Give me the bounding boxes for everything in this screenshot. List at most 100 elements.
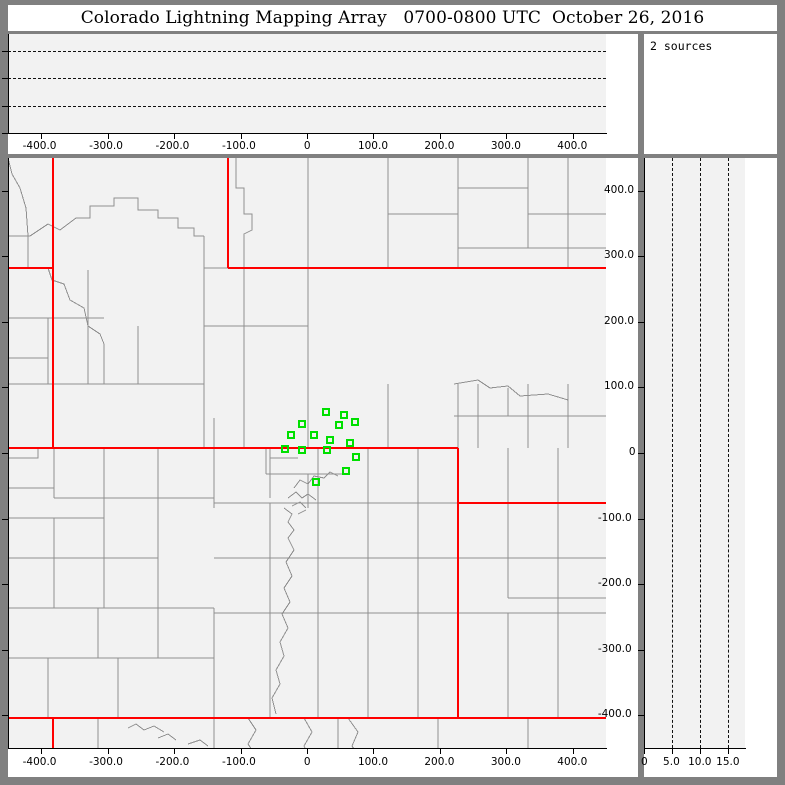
x-tick [644, 749, 645, 754]
y-tick-label: -300.0 [597, 642, 632, 655]
y-tick [638, 190, 644, 192]
y-tick [638, 584, 644, 586]
lightning-source-marker [339, 410, 348, 419]
x-tick-label: 400.0 [557, 756, 588, 768]
x-tick [174, 749, 176, 754]
x-tick [439, 134, 441, 139]
x-tick [240, 134, 242, 139]
plan-view-map-panel: -400.0 -300.0 -200.0 -100.0 0 100.0 200.0 300.0… [2, 158, 638, 777]
y-tick [2, 453, 8, 454]
y-tick [638, 387, 644, 389]
y-tick-label: -100.0 [597, 511, 632, 524]
lightning-source-marker [345, 439, 354, 448]
y-tick [2, 78, 8, 79]
x-tick-label: 300.0 [490, 756, 521, 768]
x-tick [41, 134, 43, 139]
x-tick-label: -400.0 [22, 756, 57, 768]
gridline-x [672, 158, 674, 748]
x-tick-label: 100.0 [357, 140, 388, 152]
y-tick-label: 200.0 [604, 314, 635, 327]
gridline-y [8, 50, 606, 52]
x-tick-label: -100.0 [221, 756, 256, 768]
y-tick [2, 518, 8, 520]
x-tick-label: 0 [303, 140, 311, 152]
x-tick-label: 5.0 [663, 756, 680, 768]
altitude-east-west-plot-area[interactable] [8, 34, 606, 133]
y-tick [2, 133, 8, 134]
gridline-x [728, 158, 730, 748]
altitude-north-south-plot-area[interactable] [644, 158, 745, 748]
x-tick-label: 400.0 [557, 140, 588, 152]
x-tick [506, 134, 508, 139]
lightning-source-marker [298, 445, 307, 454]
x-tick [107, 134, 109, 139]
source-count-label: 2 sources [650, 39, 713, 53]
y-tick [638, 715, 644, 717]
map-geography [8, 158, 606, 748]
x-tick-label: -200.0 [155, 140, 190, 152]
x-tick [41, 749, 43, 754]
y-tick [2, 105, 8, 107]
lightning-source-marker [309, 430, 318, 439]
lightning-source-marker [350, 417, 359, 426]
x-tick-label: 0 [303, 756, 311, 768]
y-tick [2, 256, 8, 258]
x-tick [439, 749, 441, 754]
x-tick [373, 749, 375, 754]
gridline-x [700, 158, 702, 748]
altitude-north-south-panel: -400.0 -300.0 -200.0 -100.0 0 100.0 200.0 300.0… [598, 158, 777, 777]
x-tick [572, 749, 574, 754]
lightning-source-marker [321, 408, 330, 417]
page-title: Colorado Lightning Mapping Array 0700-08… [80, 8, 705, 28]
y-tick [2, 584, 8, 586]
state-boundaries [8, 158, 606, 748]
x-tick [240, 749, 242, 754]
county-boundaries [8, 158, 606, 748]
x-tick [373, 134, 375, 139]
y-tick-label: 300.0 [604, 249, 635, 262]
x-tick [307, 134, 308, 139]
x-tick [672, 749, 674, 754]
y-axis-line [8, 158, 9, 749]
x-tick [700, 749, 702, 754]
x-tick [107, 749, 109, 754]
x-axis-line [8, 133, 607, 134]
lightning-source-marker [312, 477, 321, 486]
x-tick [728, 749, 730, 754]
y-tick [2, 387, 8, 389]
lightning-source-marker [325, 435, 334, 444]
y-tick [2, 649, 8, 651]
x-tick-label: 200.0 [424, 140, 455, 152]
y-tick [638, 649, 644, 651]
altitude-east-west-panel: 05.010.015.0-400.0-300.0-200.0-100.00100… [0, 34, 638, 154]
x-tick-label: 10.0 [688, 756, 712, 768]
gridline-y [8, 105, 606, 107]
y-tick [638, 518, 644, 520]
y-tick-label: 0 [628, 446, 636, 458]
x-tick-label: -400.0 [22, 140, 57, 152]
y-axis-line [644, 158, 645, 749]
x-axis-line [8, 748, 607, 749]
y-tick [2, 321, 8, 323]
y-tick-label: 100.0 [604, 380, 635, 393]
x-tick-label: 100.0 [357, 756, 388, 768]
y-tick [638, 256, 644, 258]
x-tick [307, 749, 308, 754]
y-tick-label: 400.0 [604, 183, 635, 196]
lightning-source-marker [322, 445, 331, 454]
x-axis-line [644, 748, 746, 749]
x-tick-label: 200.0 [424, 756, 455, 768]
lightning-source-marker [281, 445, 290, 454]
y-tick [2, 50, 8, 52]
x-tick-label: 300.0 [490, 140, 521, 152]
y-tick-label: -200.0 [597, 577, 632, 590]
x-tick-label: -300.0 [89, 756, 123, 768]
y-tick [638, 321, 644, 323]
lightning-source-marker [352, 452, 361, 461]
plan-view-map-plot-area[interactable] [8, 158, 606, 748]
y-tick [2, 715, 8, 717]
source-count-panel: 2 sources [644, 34, 777, 154]
lightning-source-marker [287, 431, 296, 440]
x-tick-label: 15.0 [716, 756, 740, 768]
